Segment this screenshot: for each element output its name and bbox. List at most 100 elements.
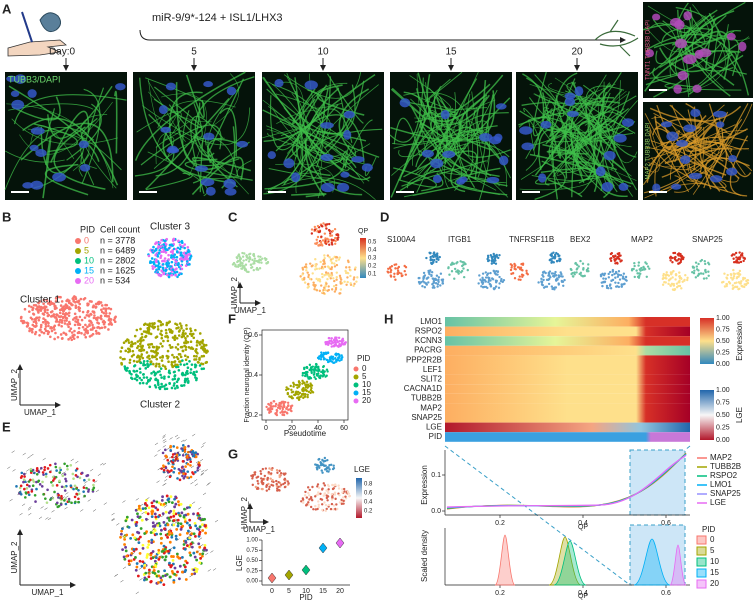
cell-dot — [740, 254, 742, 256]
cell-dot — [281, 414, 283, 416]
cell-dot — [167, 355, 170, 358]
cell-dot — [30, 468, 33, 471]
cell-dot — [525, 270, 527, 272]
cell-dot — [572, 275, 574, 277]
cell-dot — [178, 577, 181, 580]
cell-dot — [170, 256, 173, 259]
velocity-arrow — [177, 437, 180, 439]
cell-dot — [737, 273, 739, 275]
nucleus — [79, 141, 89, 149]
cell-dot — [692, 266, 694, 268]
cell-dot — [269, 477, 271, 479]
cell-dot — [170, 495, 173, 498]
cell-dot — [275, 403, 277, 405]
cell-dot — [73, 334, 76, 337]
cell-dot — [159, 342, 162, 345]
axis-title: UMAP_1 — [234, 306, 267, 315]
cell-dot — [33, 320, 36, 323]
cell-dot — [330, 508, 332, 510]
cell-dot — [271, 479, 273, 481]
cell-dot — [621, 285, 623, 287]
cell-dot — [271, 405, 273, 407]
nucleus — [596, 166, 606, 176]
cell-dot — [164, 558, 167, 561]
cell-dot — [185, 327, 188, 330]
cell-dot — [174, 387, 177, 390]
cell-dot — [393, 264, 395, 266]
nucleus — [652, 14, 660, 21]
cell-dot — [138, 339, 141, 342]
panel-letter: H — [384, 311, 393, 326]
cell-dot — [335, 287, 337, 289]
cell-dot — [306, 271, 308, 273]
cell-dot — [552, 272, 554, 274]
cell-dot — [194, 524, 197, 527]
cell-dot — [252, 484, 254, 486]
cell-dot — [148, 332, 151, 335]
cell-dot — [324, 266, 326, 268]
cell-dot — [494, 287, 496, 289]
cell-dot — [488, 277, 490, 279]
cell-dot — [108, 312, 111, 315]
cell-dot — [498, 282, 500, 284]
cell-dot — [77, 323, 80, 326]
velocity-arrow — [203, 493, 206, 495]
cell-dot — [172, 509, 175, 512]
cell-dot — [150, 557, 153, 560]
cell-dot — [30, 328, 33, 331]
heatmap-row — [445, 355, 690, 365]
cell-dot — [323, 358, 325, 360]
cell-dot — [37, 311, 40, 314]
axis-title: UMAP_2 — [10, 368, 19, 401]
cell-dot — [437, 279, 439, 281]
cell-dot — [334, 237, 336, 239]
cell-dot — [541, 274, 543, 276]
cell-dot — [88, 478, 91, 481]
cell-dot — [85, 475, 88, 478]
cell-dot — [144, 367, 147, 370]
nucleus — [540, 121, 551, 129]
cell-dot — [311, 232, 313, 234]
cell-dot — [146, 504, 149, 507]
cell-dot — [320, 241, 322, 243]
cell-dot — [25, 491, 28, 494]
velocity-arrow — [52, 510, 55, 512]
cell-dot — [163, 521, 166, 524]
cell-dot — [314, 258, 316, 260]
cell-dot — [321, 266, 323, 268]
cell-dot — [353, 278, 355, 280]
cell-dot — [145, 578, 148, 581]
cell-dot — [431, 263, 433, 265]
cell-dot — [177, 343, 180, 346]
cell-dot — [70, 327, 73, 330]
cell-dot — [338, 343, 340, 345]
cell-dot — [87, 303, 90, 306]
neuron-icon — [595, 20, 638, 56]
cell-dot — [280, 402, 282, 404]
cell-dot — [178, 273, 181, 276]
cell-dot — [194, 366, 197, 369]
cell-dot — [172, 445, 175, 448]
cell-dot — [260, 473, 262, 475]
cell-dot — [201, 529, 204, 532]
velocity-arrow — [210, 551, 213, 553]
cell-dot — [165, 555, 168, 558]
cell-dot — [391, 265, 393, 267]
colorbar — [356, 478, 362, 518]
cell-dot — [136, 370, 139, 373]
cell-dot — [152, 521, 155, 524]
gene-label: MAP2 — [631, 235, 653, 244]
legend-dot — [75, 268, 81, 274]
day-label: 5 — [191, 47, 197, 58]
cell-dot — [276, 409, 278, 411]
cell-dot — [141, 565, 144, 568]
y-tick-label: 1.00 — [246, 538, 258, 544]
cell-dot — [147, 379, 150, 382]
cell-dot — [318, 268, 320, 270]
cell-dot — [157, 325, 160, 328]
cell-dot — [740, 261, 742, 263]
nucleus — [305, 80, 318, 89]
cell-dot — [665, 277, 667, 279]
velocity-arrow — [13, 469, 16, 471]
inset-stain: MAP2 TUBB3B DAPI — [646, 122, 652, 179]
